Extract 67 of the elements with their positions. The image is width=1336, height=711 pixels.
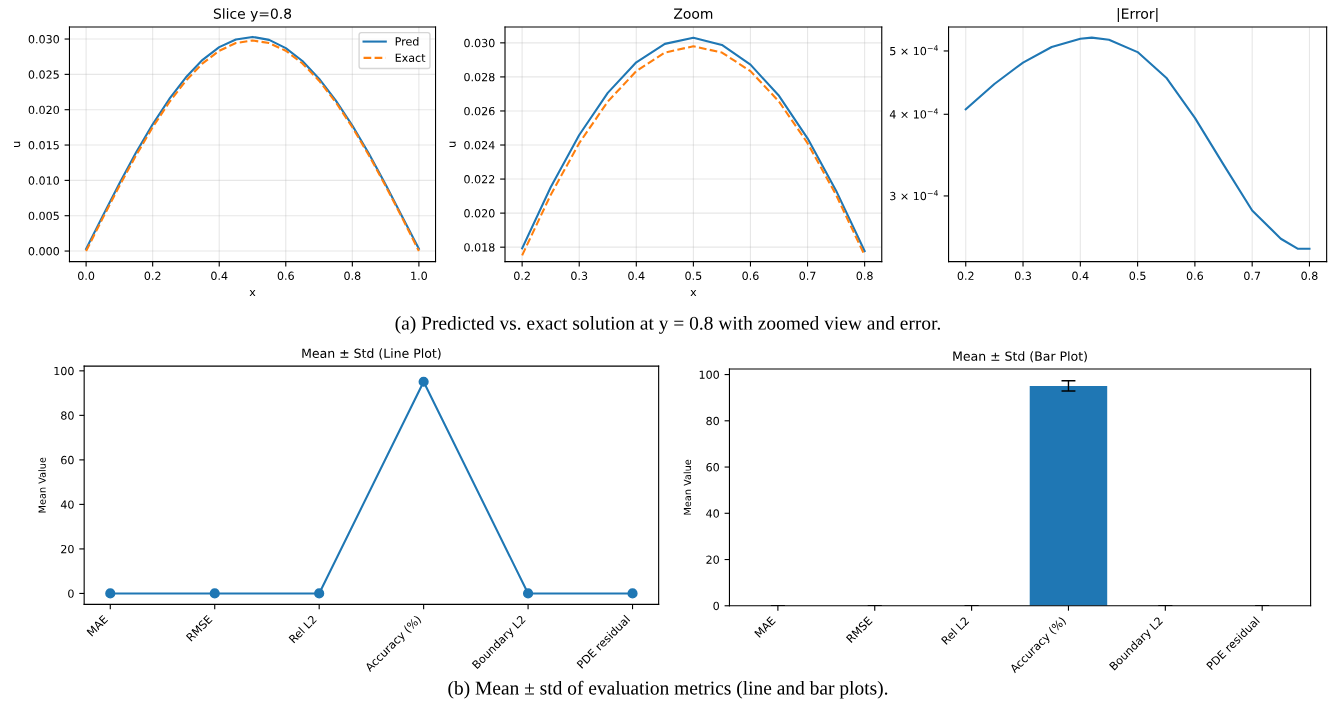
line-series	[964, 36, 1311, 250]
text: (a) Predicted vs. exact solution at y = 0.8 with zoomed view and error.	[395, 316, 941, 334]
y-tick-label: 100	[54, 366, 74, 376]
x-tick-label: 0.4	[628, 271, 645, 280]
y-tick-label: 0.000	[28, 247, 60, 256]
x-tick-label: 0.0	[78, 271, 95, 280]
x-tick-label: 0.5	[685, 271, 702, 280]
y-tick-label: 4 × 10$^{−4}$	[889, 108, 938, 119]
x-tick-label: 0.8	[856, 271, 873, 280]
y-axis-title: u	[449, 141, 456, 147]
x-tick-label: 0.2	[957, 271, 974, 280]
y-tick-label: 20	[61, 544, 74, 554]
x-tick-label: 0.4	[1072, 271, 1089, 280]
x-tick-label: 0.6	[1186, 271, 1204, 280]
y-tick-label: 0.024	[464, 140, 495, 150]
x-tick-label: 0.8	[344, 271, 361, 280]
y-tick-label: 0.028	[464, 72, 495, 82]
y-axis-title: u	[13, 141, 21, 147]
y-tick-label: 0	[68, 589, 74, 598]
x-tick-label: 0.4	[211, 271, 228, 280]
y-tick-label: 0.022	[464, 175, 495, 184]
x-tick-label: Rel L2	[288, 614, 317, 644]
x-tick-label: 0.8	[1301, 271, 1318, 280]
y-tick-label: 80	[706, 416, 719, 426]
y-tick-label: 0.020	[464, 209, 495, 218]
x-tick-label: 0.2	[144, 271, 161, 280]
y-tick-label: 3 × 10$^{−4}$	[890, 190, 938, 201]
y-tick-label: 40	[706, 509, 719, 518]
y-tick-label: 0.015	[28, 141, 59, 150]
y-tick-label: 60	[61, 455, 74, 465]
x-tick-label: 0.3	[1014, 271, 1031, 280]
x-tick-label: 0.7	[1244, 271, 1261, 280]
chart-title: Zoom	[673, 8, 713, 19]
x-axis-title: x	[690, 290, 697, 297]
y-tick-label: 0.026	[464, 106, 495, 116]
y-tick-label: 40	[60, 500, 74, 509]
x-tick-label: 0.6	[742, 271, 759, 280]
legend-label: Pred	[395, 37, 419, 46]
x-tick-label: Rel L2	[940, 616, 970, 645]
y-tick-label: 0.030	[28, 35, 60, 44]
y-tick-label: 5 × 10$^{−4}$	[890, 45, 938, 56]
y-tick-label: 0	[713, 601, 719, 611]
x-tick-label: 0.3	[571, 271, 588, 280]
y-tick-label: 0.025	[28, 70, 59, 79]
chart-title: Mean ± Std (Bar Plot)	[953, 351, 1087, 363]
x-tick-label: 0.7	[799, 271, 816, 280]
x-axis-title: x	[249, 290, 256, 297]
x-tick-label: 1.0	[411, 271, 427, 280]
x-tick-label: 0.5	[1129, 271, 1146, 280]
text: (b) Mean ± std of evaluation metrics (line and bar plots).	[448, 680, 888, 699]
chart-title: Mean ± Std (Line Plot)	[302, 348, 441, 360]
y-tick-label: 0.018	[464, 243, 495, 252]
y-tick-label: 80	[61, 411, 74, 420]
legend-label: Exact	[395, 53, 426, 62]
y-tick-label: 0.010	[28, 176, 60, 185]
x-tick-label: 0.2	[514, 271, 530, 280]
y-tick-label: 100	[699, 370, 719, 379]
chart-title: Slice y=0.8	[213, 8, 292, 22]
y-axis-title: Mean Value	[38, 457, 46, 513]
y-axis-title: Mean Value	[683, 459, 692, 515]
y-tick-label: 0.020	[28, 105, 60, 115]
chart-title: |Error|	[1117, 8, 1158, 22]
x-tick-label: 0.6	[277, 271, 294, 280]
y-tick-label: 0.005	[28, 211, 59, 221]
y-tick-label: 0.030	[464, 38, 495, 48]
y-tick-label: 60	[706, 463, 719, 472]
y-tick-label: 20	[706, 555, 719, 564]
